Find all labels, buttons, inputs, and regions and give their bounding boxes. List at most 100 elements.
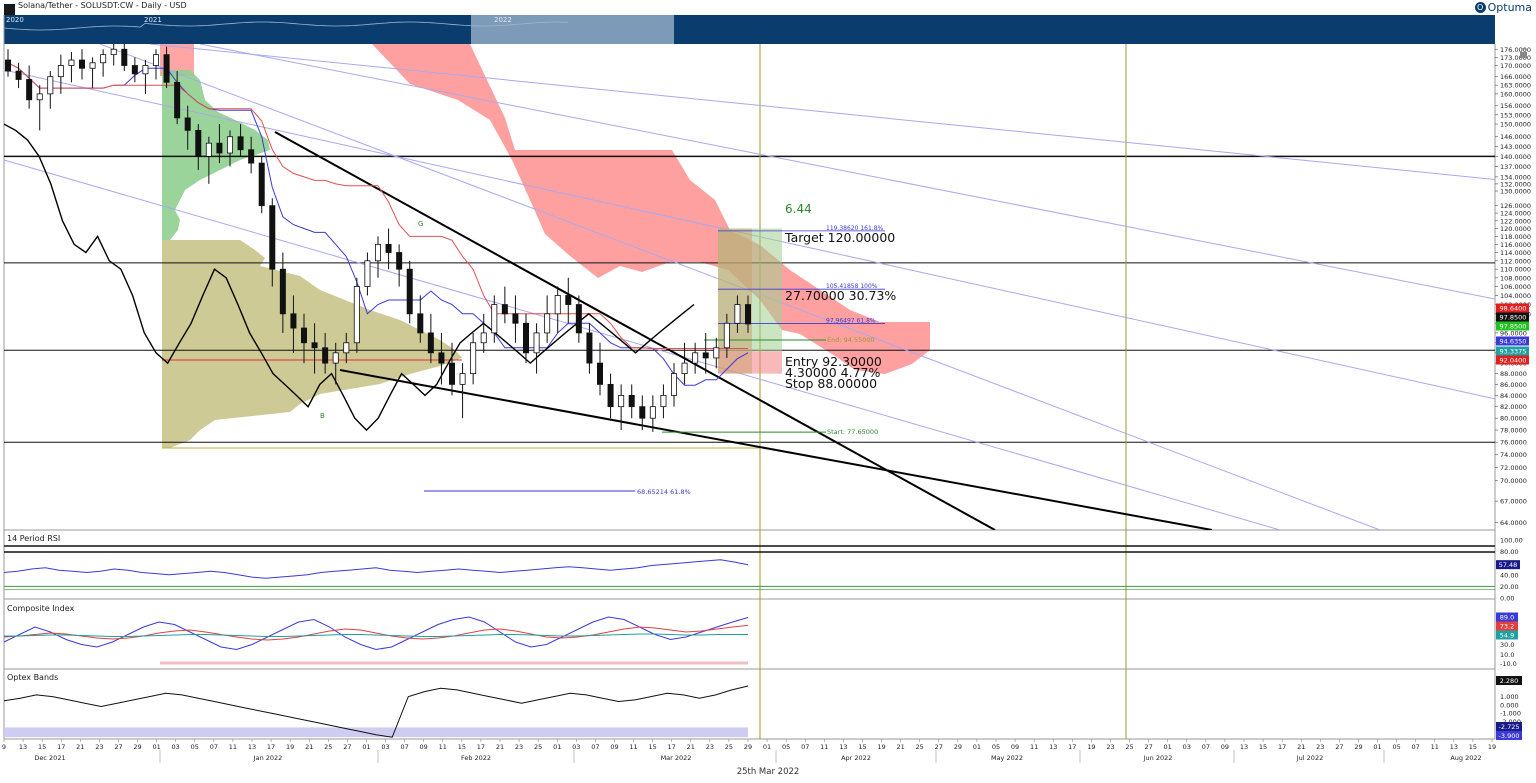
x-tick-label: 13	[1240, 743, 1248, 751]
x-tick-label: 25	[916, 743, 924, 751]
candle-body	[184, 117, 191, 131]
candle-body	[671, 373, 678, 396]
x-tick-label: 15	[458, 743, 466, 751]
price-flag	[1496, 303, 1529, 313]
x-tick-label: 29	[954, 743, 962, 751]
rsi-panel-title: 14 Period RSI	[7, 534, 61, 543]
kijun-line	[7, 62, 748, 349]
fib-channel-line	[199, 44, 1495, 300]
fib-extension-label: 97.96497 61.8%	[826, 317, 876, 324]
price-flag	[1496, 355, 1529, 365]
candle-body	[322, 347, 329, 364]
x-tick-label: 15	[1259, 743, 1267, 751]
x-tick-label: 09	[1221, 743, 1229, 751]
x-month-label: Jun 2022	[1143, 754, 1173, 762]
price-tick-label: 156.0000	[1500, 102, 1531, 110]
price-tick-label: 72.0000	[1500, 464, 1527, 472]
price-tick-label: 143.0000	[1500, 143, 1531, 151]
rsi-value-label: 57.48	[1499, 561, 1518, 569]
optex-tick-label: 1.000	[1500, 693, 1519, 701]
price-tick-label: 82.0000	[1500, 403, 1527, 411]
timeline-label: 2021	[144, 16, 162, 24]
fib-channel-line	[4, 159, 1281, 530]
timeline-label: 2022	[494, 16, 512, 24]
x-tick-label: 07	[1412, 743, 1420, 751]
x-tick-label: 15	[858, 743, 866, 751]
x-tick-label: 29	[744, 743, 752, 751]
price-tick-label: 84.0000	[1500, 392, 1527, 400]
target-label: Target 120.00000	[784, 230, 895, 245]
timeline-strip	[4, 15, 1495, 44]
optex-line	[3, 685, 749, 738]
price-tick-label: 86.0000	[1500, 381, 1527, 389]
candle-body	[396, 252, 403, 270]
candle-body	[544, 313, 551, 334]
x-tick-label: 9	[2, 743, 6, 751]
fib-channel-line	[149, 44, 1495, 180]
price-flag-label: 98.6400	[1500, 305, 1527, 313]
candle-body	[226, 136, 233, 154]
pivot-low-label: B	[320, 412, 325, 420]
candle-body	[68, 59, 75, 66]
x-tick-label: 15	[38, 743, 46, 751]
price-flag	[1496, 312, 1529, 322]
price-tick-label: 106.0000	[1500, 283, 1531, 291]
x-tick-label: 07	[400, 743, 408, 751]
price-flag-label: 93.3375	[1500, 348, 1527, 356]
price-tick-label: 64.0000	[1500, 519, 1527, 527]
x-tick-label: 01	[763, 743, 771, 751]
x-tick-label: 27	[935, 743, 943, 751]
price-flag-label: 97.8500	[1500, 323, 1527, 331]
x-tick-label: 01	[553, 743, 561, 751]
candle-body	[480, 332, 487, 344]
candle-body	[723, 322, 730, 349]
menu-icon[interactable]	[4, 4, 15, 15]
candle-body	[649, 406, 656, 419]
x-tick-label: 03	[172, 743, 180, 751]
x-tick-label: 15	[648, 743, 656, 751]
end-label: End: 94.55000	[827, 336, 875, 344]
x-tick-label: 17	[668, 743, 676, 751]
candle-body	[597, 362, 604, 385]
price-tick-label: 120.0000	[1500, 225, 1531, 233]
x-tick-label: 01	[1164, 743, 1172, 751]
price-tick-label: 146.0000	[1500, 133, 1531, 141]
price-tick-label: 110.0000	[1500, 266, 1531, 274]
main-plot	[4, 44, 1495, 530]
optex-value-flag	[1496, 676, 1522, 685]
x-tick-label: 03	[1183, 743, 1191, 751]
x-tick-label: 09	[610, 743, 618, 751]
price-tick-label: 153.0000	[1500, 111, 1531, 119]
candle-body	[343, 342, 350, 354]
composite-value-flag	[1496, 612, 1518, 622]
price-tick-label: 114.0000	[1500, 249, 1531, 257]
x-tick-label: 17	[1068, 743, 1076, 751]
price-tick-label: 170.0000	[1500, 62, 1531, 70]
candle-body	[628, 394, 635, 408]
optex-band-flag	[1496, 722, 1522, 731]
price-tick-label: 112.0000	[1500, 257, 1531, 265]
price-flag	[1496, 336, 1529, 346]
price-flag	[1496, 321, 1529, 331]
candle-body	[523, 322, 530, 354]
candle-body	[374, 243, 381, 262]
lock-icon[interactable]	[1519, 48, 1528, 58]
x-tick-label: 17	[477, 743, 485, 751]
x-tick-label: 19	[877, 743, 885, 751]
candle-body	[258, 162, 265, 207]
optex-value-label: 2.280	[1500, 677, 1519, 685]
optex-band-flag	[1496, 731, 1522, 740]
x-tick-label: 17	[57, 743, 65, 751]
candle-body	[702, 352, 709, 359]
x-tick-label: 05	[782, 743, 790, 751]
x-tick-label: 07	[591, 743, 599, 751]
x-tick-label: 05	[992, 743, 1000, 751]
x-tick-label: 25	[1125, 743, 1133, 751]
optex-tick-label: -1.000	[1500, 710, 1521, 718]
price-tick-label: 96.0000	[1500, 329, 1527, 337]
price-flag-label: 92.0400	[1500, 357, 1527, 365]
candle-body	[565, 295, 572, 305]
optex-band-label: -2.725	[1499, 723, 1520, 731]
